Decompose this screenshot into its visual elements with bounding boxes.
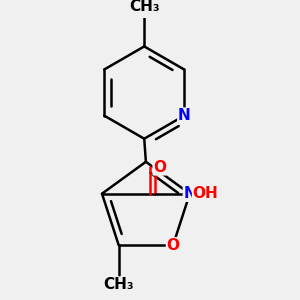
Text: O: O (153, 160, 166, 175)
Text: N: N (183, 186, 196, 201)
Text: N: N (178, 108, 190, 123)
Text: O: O (167, 238, 179, 253)
Text: CH₃: CH₃ (103, 278, 134, 292)
Text: CH₃: CH₃ (129, 0, 160, 14)
Text: OH: OH (193, 186, 218, 201)
